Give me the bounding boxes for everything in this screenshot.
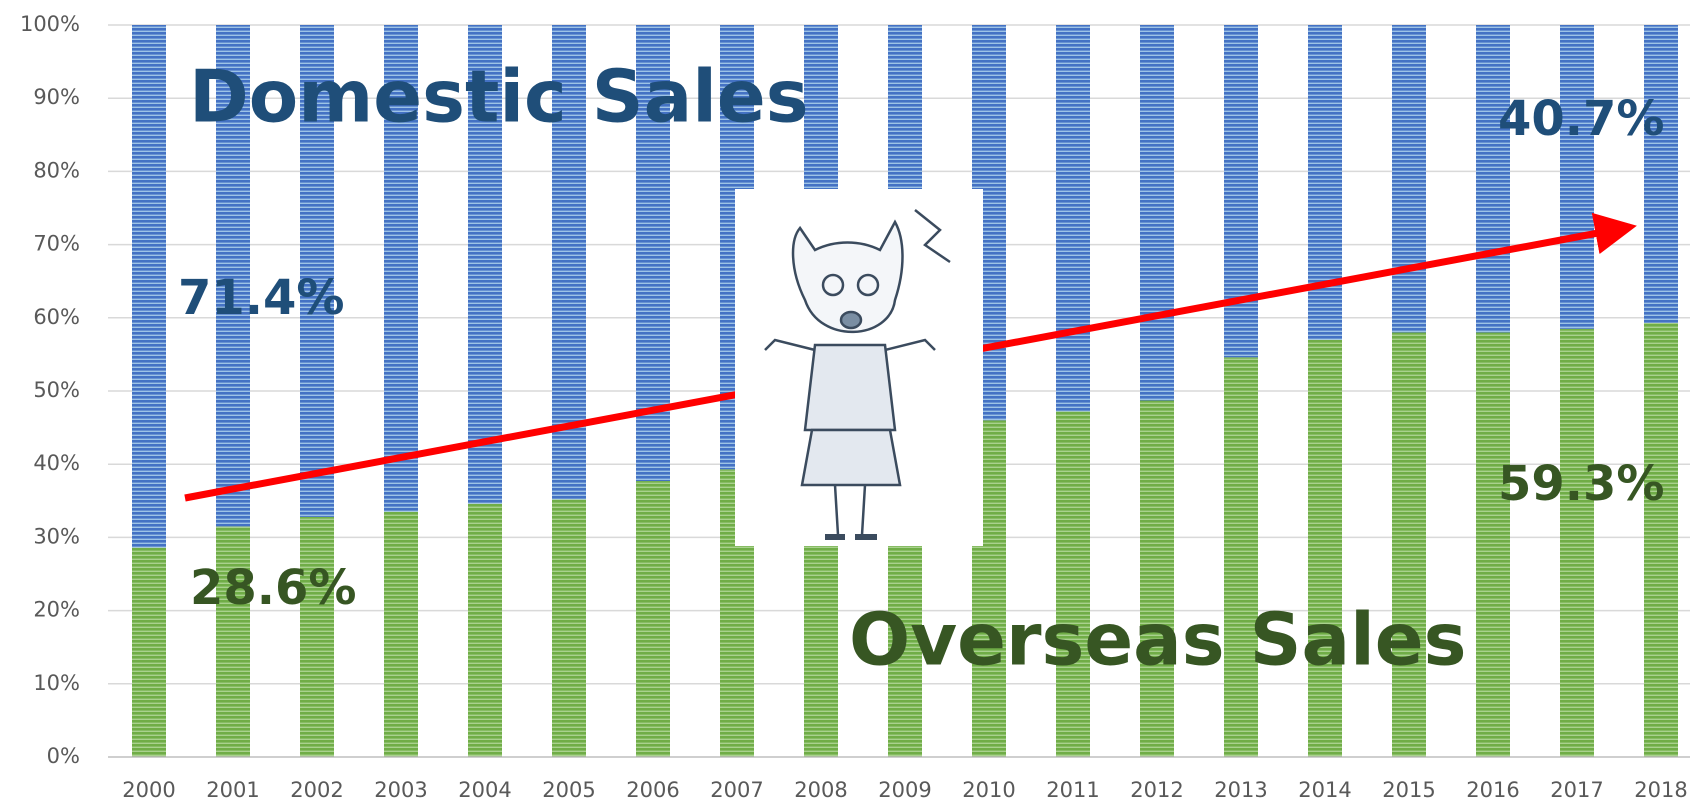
bar-segment: [132, 25, 166, 548]
series-label: Overseas Sales: [849, 598, 1466, 682]
bar-segment: [1308, 339, 1342, 757]
y-tick-label: 70%: [33, 232, 80, 256]
value-label: 40.7%: [1498, 91, 1665, 147]
x-tick-label: 2007: [710, 778, 763, 802]
bar-segment: [384, 25, 418, 512]
y-tick-label: 100%: [20, 12, 80, 36]
bar-segment: [552, 25, 586, 500]
x-tick-label: 2009: [878, 778, 931, 802]
x-tick-label: 2013: [1214, 778, 1267, 802]
bar-segment: [1560, 25, 1594, 329]
bar-segment: [1392, 332, 1426, 757]
bars: [132, 25, 1678, 757]
y-tick-label: 10%: [33, 671, 80, 695]
bar-segment: [384, 511, 418, 757]
x-tick-label: 2000: [122, 778, 175, 802]
x-tick-label: 2015: [1382, 778, 1435, 802]
x-tick-label: 2014: [1298, 778, 1351, 802]
bar-segment: [1140, 400, 1174, 757]
bar-segment: [216, 25, 250, 527]
y-tick-label: 60%: [33, 305, 80, 329]
y-tick-label: 40%: [33, 451, 80, 475]
bar-segment: [1476, 332, 1510, 757]
bar-segment: [1560, 328, 1594, 757]
bar-segment: [1140, 25, 1174, 401]
bar-segment: [1224, 25, 1258, 358]
y-tick-label: 50%: [33, 378, 80, 402]
x-tick-label: 2018: [1634, 778, 1687, 802]
y-tick-label: 80%: [33, 158, 80, 182]
bar-segment: [1056, 411, 1090, 757]
x-tick-label: 2005: [542, 778, 595, 802]
bar-segment: [1056, 25, 1090, 412]
value-label: 59.3%: [1498, 456, 1665, 512]
bar-segment: [216, 526, 250, 757]
x-tick-label: 2008: [794, 778, 847, 802]
bar-segment: [552, 499, 586, 757]
bar-segment: [468, 25, 502, 504]
value-label: 71.4%: [178, 270, 345, 326]
x-tick-label: 2001: [206, 778, 259, 802]
y-tick-label: 0%: [47, 744, 80, 768]
bar-segment: [1476, 25, 1510, 333]
illustration: [735, 189, 983, 546]
x-tick-label: 2006: [626, 778, 679, 802]
value-label: 28.6%: [190, 560, 357, 616]
bar-segment: [1224, 357, 1258, 757]
bar-segment: [1644, 322, 1678, 757]
x-tick-label: 2010: [962, 778, 1015, 802]
x-tick-label: 2016: [1466, 778, 1519, 802]
bar-segment: [1308, 25, 1342, 340]
labels: 0% 10% 20% 30% 40% 50% 60% 70% 80% 90% 100% 2000 200…: [20, 12, 1688, 802]
x-tick-label: 2012: [1130, 778, 1183, 802]
bar-segment: [468, 503, 502, 757]
bar-segment: [636, 481, 670, 757]
series-label: Domestic Sales: [189, 55, 809, 139]
bar-segment: [1644, 25, 1678, 323]
bar-segment: [300, 25, 334, 517]
y-tick-label: 90%: [33, 85, 80, 109]
x-tick-label: 2002: [290, 778, 343, 802]
x-tick-label: 2004: [458, 778, 511, 802]
bar-segment: [300, 516, 334, 757]
bar-segment: [132, 547, 166, 757]
bar-segment: [1392, 25, 1426, 333]
y-tick-label: 20%: [33, 598, 80, 622]
x-tick-label: 2011: [1046, 778, 1099, 802]
y-tick-label: 30%: [33, 524, 80, 548]
x-tick-label: 2017: [1550, 778, 1603, 802]
x-tick-label: 2003: [374, 778, 427, 802]
